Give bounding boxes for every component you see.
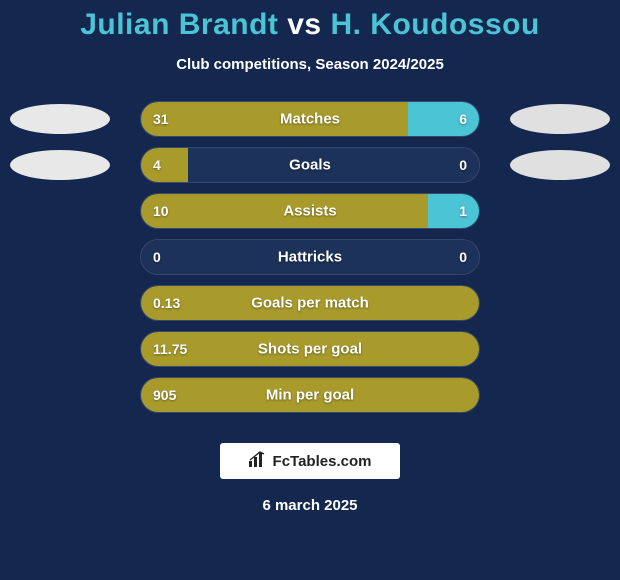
stat-row: 316Matches bbox=[0, 101, 620, 137]
date-text: 6 march 2025 bbox=[0, 497, 620, 514]
stat-row: 101Assists bbox=[0, 193, 620, 229]
vs-text: vs bbox=[287, 8, 321, 41]
site-name: FcTables.com bbox=[273, 453, 372, 470]
bar-track: 40Goals bbox=[140, 147, 480, 183]
stat-row: 905Min per goal bbox=[0, 377, 620, 413]
comparison-title: Julian Brandt vs H. Koudossou bbox=[0, 0, 620, 42]
stat-row: 40Goals bbox=[0, 147, 620, 183]
team-badge-left bbox=[10, 150, 110, 180]
bar-left-fill bbox=[141, 102, 408, 136]
bar-neutral bbox=[141, 148, 479, 182]
bar-left-fill bbox=[141, 332, 479, 366]
team-badge-right bbox=[510, 150, 610, 180]
bar-track: 11.75Shots per goal bbox=[140, 331, 480, 367]
player1-name: Julian Brandt bbox=[80, 8, 278, 41]
subtitle: Club competitions, Season 2024/2025 bbox=[0, 56, 620, 73]
team-badge-right bbox=[510, 104, 610, 134]
stat-row: 11.75Shots per goal bbox=[0, 331, 620, 367]
bar-neutral bbox=[141, 240, 479, 274]
team-badge-left bbox=[10, 104, 110, 134]
player2-name: H. Koudossou bbox=[330, 8, 539, 41]
site-logo: FcTables.com bbox=[220, 443, 400, 479]
bar-track: 316Matches bbox=[140, 101, 480, 137]
bar-right-fill bbox=[428, 194, 479, 228]
stat-row: 0.13Goals per match bbox=[0, 285, 620, 321]
bar-left-fill bbox=[141, 148, 188, 182]
comparison-chart: 316Matches 40Goals 101Assists 00Hattricks 0.… bbox=[0, 101, 620, 431]
bar-track: 101Assists bbox=[140, 193, 480, 229]
bar-track: 00Hattricks bbox=[140, 239, 480, 275]
bar-track: 905Min per goal bbox=[140, 377, 480, 413]
bar-left-fill bbox=[141, 194, 428, 228]
bar-right-fill bbox=[408, 102, 479, 136]
bar-left-fill bbox=[141, 378, 479, 412]
stat-row: 00Hattricks bbox=[0, 239, 620, 275]
chart-icon bbox=[249, 451, 267, 472]
bar-track: 0.13Goals per match bbox=[140, 285, 480, 321]
bar-left-fill bbox=[141, 286, 479, 320]
